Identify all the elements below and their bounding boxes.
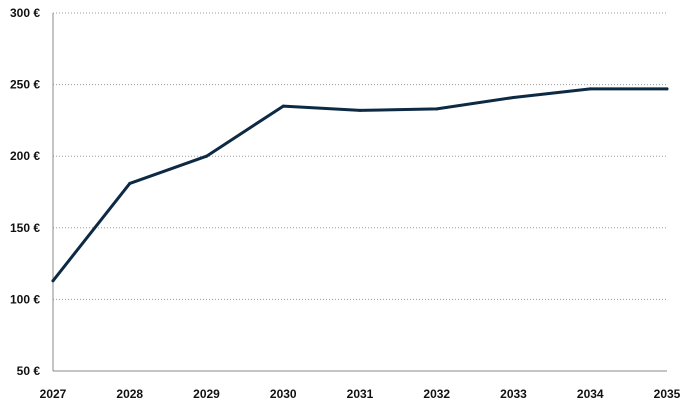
y-tick-label-300: 300 €	[10, 6, 40, 20]
x-tick-label-2029: 2029	[193, 387, 220, 401]
gridlines	[53, 12, 667, 300]
x-tick-label-2031: 2031	[347, 387, 374, 401]
x-tick-label-2035: 2035	[654, 387, 681, 401]
x-tick-label-2027: 2027	[40, 387, 67, 401]
data-point-2030	[281, 104, 285, 108]
y-tick-label-100: 100 €	[10, 292, 40, 306]
x-tick-label-2028: 2028	[116, 387, 143, 401]
data-point-2029	[205, 154, 208, 158]
y-tick-label-150: 150 €	[10, 221, 40, 235]
data-point-2028	[128, 181, 132, 185]
x-tick-label-2034: 2034	[577, 387, 604, 401]
data-point-2035	[665, 87, 669, 91]
data-point-2033	[512, 96, 515, 99]
x-tick-label-2032: 2032	[423, 387, 450, 401]
x-tick-label-2030: 2030	[270, 387, 297, 401]
y-tick-label-250: 250 €	[10, 78, 40, 92]
x-tick-label-2033: 2033	[500, 387, 527, 401]
y-tick-label-50: 50 €	[17, 364, 41, 378]
data-point-2034	[588, 87, 592, 91]
series-line-0	[51, 87, 669, 283]
y-axis-tick-labels: 50 € 100 € 150 € 200 € 250 € 300 €	[10, 6, 40, 378]
data-point-2032	[435, 107, 439, 111]
data-point-2031	[358, 108, 362, 112]
x-axis-tick-labels: 2027 2028 2029 2030 2031 2032 2033 2034 2035	[40, 387, 681, 401]
y-tick-label-200: 200 €	[10, 149, 40, 163]
series-layer	[51, 87, 669, 283]
data-point-2027	[51, 279, 55, 283]
axes	[52, 13, 667, 372]
